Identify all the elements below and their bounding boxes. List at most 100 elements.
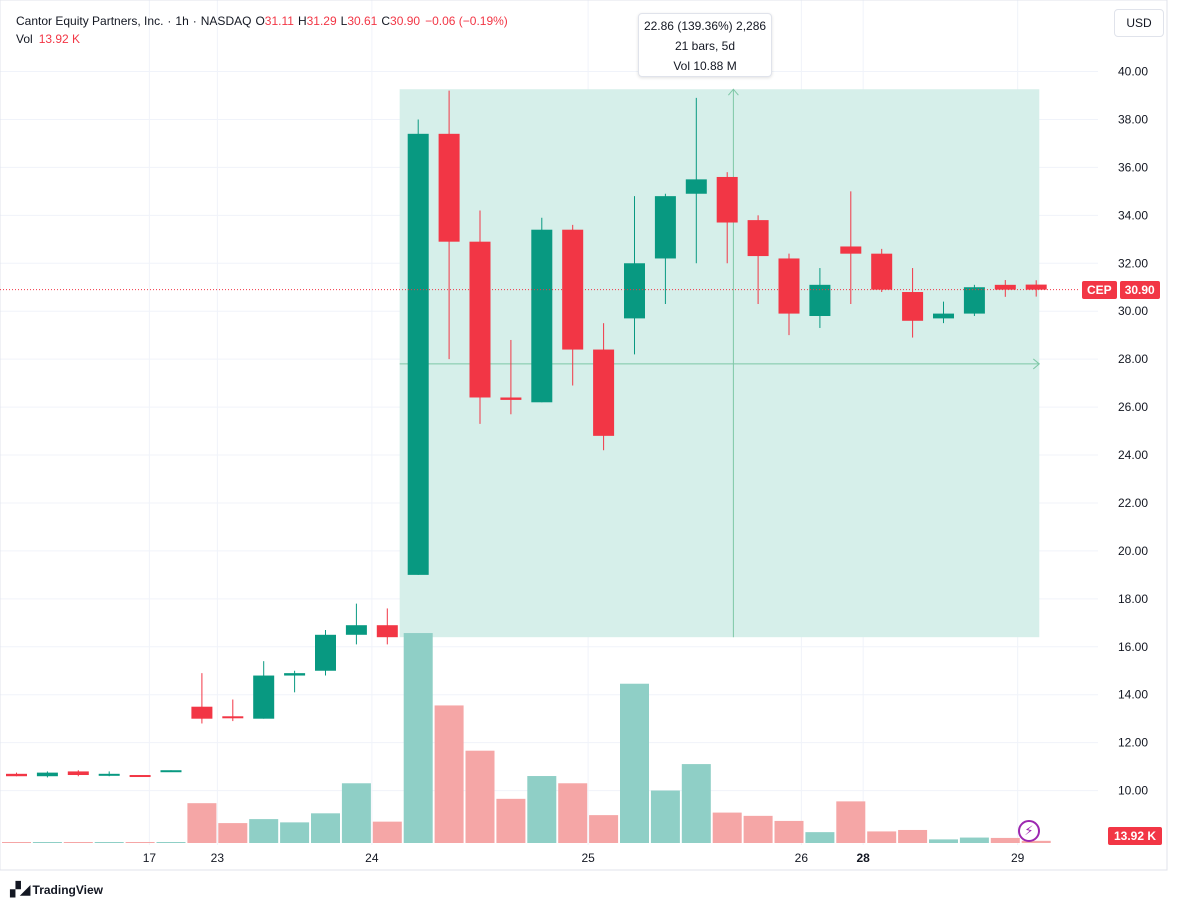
candle-body xyxy=(500,397,522,400)
price-axis[interactable]: 10.00 12.00 14.00 16.00 18.00 20.00 22.00 24.00… xyxy=(1118,65,1148,798)
candle-body xyxy=(840,246,862,254)
volume-bar xyxy=(959,837,989,843)
volume-bar xyxy=(32,842,62,843)
price-tick-label: 36.00 xyxy=(1118,160,1148,174)
time-tick-label: 17 xyxy=(143,851,157,865)
candle-body xyxy=(654,196,676,259)
volume-bar xyxy=(311,813,340,843)
currency-button[interactable]: USD xyxy=(1114,9,1164,37)
measure-range-box[interactable] xyxy=(399,88,1041,638)
lightning-icon[interactable]: ⚡ xyxy=(1018,820,1040,842)
volume-bar xyxy=(218,823,248,843)
volume-bar xyxy=(929,839,958,843)
price-tick-label: 22.00 xyxy=(1118,496,1148,510)
price-tick-label: 16.00 xyxy=(1118,640,1148,654)
volume-value: 13.92 K xyxy=(38,32,81,46)
measure-arrow-head-right xyxy=(1032,358,1041,370)
measure-fill xyxy=(399,89,1040,638)
tradingview-logo[interactable]: ▞◢ TradingView xyxy=(10,881,103,898)
open-value: 31.11 xyxy=(264,14,294,28)
volume-bar xyxy=(372,821,402,843)
volume-legend-row: Vol 13.92 K xyxy=(16,30,508,48)
time-axis[interactable]: 17 23 24 25 26 28 29 xyxy=(143,851,1025,865)
candle-body xyxy=(67,771,89,776)
measure-volume: Vol 10.88 M xyxy=(673,59,737,73)
low-value: 30.61 xyxy=(347,14,378,28)
price-tick-label: 28.00 xyxy=(1118,352,1148,366)
volume-bar xyxy=(774,820,804,843)
open-label: O xyxy=(255,14,265,28)
volume-bar xyxy=(496,798,526,843)
candle-body xyxy=(6,773,27,777)
volume-bar xyxy=(836,801,866,843)
candle-body xyxy=(747,220,769,257)
interval-label[interactable]: 1h xyxy=(175,14,189,28)
volume-bar xyxy=(63,842,93,843)
volume-bars xyxy=(2,633,1051,843)
high-value: 31.29 xyxy=(306,14,337,28)
volume-bar xyxy=(341,783,371,843)
tradingview-logo-icon: ▞◢ xyxy=(10,881,31,897)
candle-body xyxy=(129,775,151,778)
volume-bar xyxy=(125,842,155,843)
volume-bar xyxy=(712,812,742,843)
candle-body xyxy=(160,770,182,773)
candle-body xyxy=(469,241,491,398)
volume-bar xyxy=(94,842,124,843)
volume-bar xyxy=(249,819,279,843)
volume-label[interactable]: Vol xyxy=(16,32,33,46)
legend-separator: · xyxy=(167,14,172,28)
volume-bar xyxy=(620,683,649,843)
candle-body xyxy=(36,772,58,777)
volume-bar xyxy=(1021,840,1051,843)
volume-bar xyxy=(434,705,464,843)
candle-body xyxy=(376,625,398,638)
candle-body xyxy=(933,313,954,319)
measure-change: 22.86 (139.36%) 2,286 xyxy=(643,19,767,33)
candle-body xyxy=(963,287,985,314)
volume-bar xyxy=(187,803,217,843)
volume-bar xyxy=(589,815,619,843)
time-tick-label: 29 xyxy=(1011,851,1025,865)
candle-body xyxy=(191,706,213,719)
candle-body xyxy=(407,133,429,575)
chart-frame xyxy=(0,0,1168,871)
close-value: 30.90 xyxy=(390,14,421,28)
price-tick-label: 30.00 xyxy=(1118,304,1148,318)
candle-body xyxy=(994,284,1016,290)
change-value: −0.06 (−0.19%) xyxy=(425,14,508,28)
time-tick-label: 23 xyxy=(211,851,225,865)
candle-body xyxy=(345,625,367,635)
candle-body xyxy=(315,634,336,671)
price-tick-label: 20.00 xyxy=(1118,544,1148,558)
candle-body xyxy=(98,773,120,776)
candle-body xyxy=(685,179,707,194)
low-label: L xyxy=(340,14,348,28)
volume-bar xyxy=(558,783,588,843)
volume-axis-label: 13.92 K xyxy=(1108,827,1163,845)
price-tick-label: 10.00 xyxy=(1118,784,1148,798)
volume-bar xyxy=(156,842,186,843)
measure-arrow-head-up xyxy=(727,88,739,96)
price-tick-label: 24.00 xyxy=(1118,448,1148,462)
candle-body xyxy=(716,176,738,223)
high-label: H xyxy=(297,14,307,28)
candle-body xyxy=(1025,284,1047,290)
last-price-label: CEP 30.90 xyxy=(1082,281,1160,299)
price-tick-label: 40.00 xyxy=(1118,65,1148,79)
candlestick-series xyxy=(6,90,1047,778)
legend-separator: · xyxy=(192,14,197,28)
candle-body xyxy=(562,229,584,350)
price-tick-label: 18.00 xyxy=(1118,592,1148,606)
symbol-name[interactable]: Cantor Equity Partners, Inc. xyxy=(16,14,164,28)
price-tick-label: 14.00 xyxy=(1118,688,1148,702)
price-tick-label: 12.00 xyxy=(1118,736,1148,750)
time-tick-label: 28 xyxy=(856,851,870,865)
price-tag-value: 30.90 xyxy=(1119,281,1160,299)
candle-body xyxy=(809,284,831,316)
measure-tooltip: 22.86 (139.36%) 2,286 21 bars, 5d Vol 10… xyxy=(638,13,772,77)
measure-bars: 21 bars, 5d xyxy=(674,39,736,53)
candle-body xyxy=(624,263,645,319)
price-tag-symbol: CEP xyxy=(1082,281,1117,299)
